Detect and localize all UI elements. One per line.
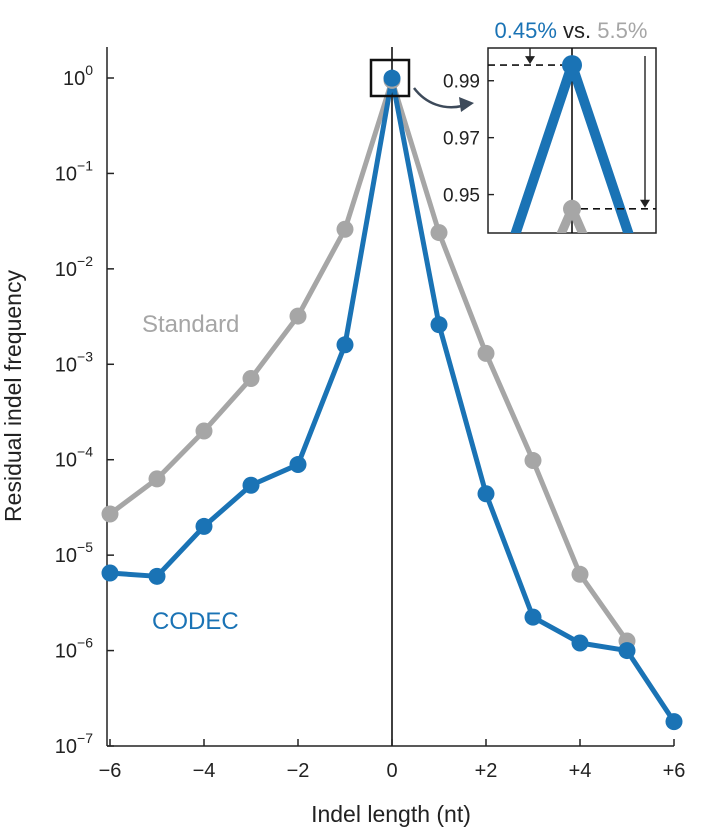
y-tick-label: 10−3 xyxy=(55,348,93,376)
x-tick-label: −6 xyxy=(99,760,122,782)
x-tick-label: −2 xyxy=(287,760,310,782)
point-codec xyxy=(242,476,260,494)
inset-title-codec: 0.45% xyxy=(495,18,557,43)
y-tick-label: 100 xyxy=(63,62,93,90)
point-standard xyxy=(571,565,589,583)
y-tick-label: 10−7 xyxy=(55,730,93,758)
point-standard xyxy=(477,344,495,362)
y-tick-label: 10−2 xyxy=(55,253,93,281)
zoom-box xyxy=(369,58,411,98)
point-standard xyxy=(148,470,166,488)
series-label-standard: Standard xyxy=(142,311,239,338)
inset-point-standard xyxy=(563,199,581,218)
inset-title-vs: vs. xyxy=(557,18,597,43)
point-codec xyxy=(571,634,589,652)
x-tick-label: +4 xyxy=(569,760,592,782)
y-tick-label: 10−1 xyxy=(55,157,93,185)
inset-standard-arrow-head xyxy=(640,199,650,208)
x-tick-label: −4 xyxy=(193,760,216,782)
series-line-standard xyxy=(108,77,630,643)
point-standard xyxy=(195,422,213,440)
x-tick-label: +6 xyxy=(663,760,686,782)
point-standard xyxy=(101,505,119,523)
inset-y-tick-label: 0.99 xyxy=(443,72,480,93)
point-standard xyxy=(289,307,307,325)
point-codec xyxy=(289,456,307,474)
x-tick-label: +2 xyxy=(475,760,498,782)
zoom-marker xyxy=(369,58,474,112)
x-axis-title: Indel length (nt) xyxy=(311,801,471,827)
point-codec xyxy=(618,642,636,660)
point-codec xyxy=(665,713,683,731)
point-codec xyxy=(477,485,495,503)
inset-content xyxy=(488,48,656,233)
inset-plot: 0.99 0.97 0.95 0.45% vs. 5.5% xyxy=(443,18,657,234)
point-standard xyxy=(242,369,260,387)
point-codec xyxy=(148,567,166,585)
series-label-codec: CODEC xyxy=(152,608,239,635)
inset-y-tick-label: 0.95 xyxy=(443,186,480,207)
x-tick-label: 0 xyxy=(386,760,397,782)
point-standard xyxy=(524,452,542,470)
main-plot: 100 10−1 10−2 10−3 10−4 10−5 10−6 10−7 −6 −4 −2 0 +2… xyxy=(0,47,685,827)
inset-title: 0.45% vs. 5.5% xyxy=(495,18,648,43)
point-codec xyxy=(101,564,119,582)
zoom-arrow xyxy=(413,87,463,109)
y-tick-label: 10−6 xyxy=(55,635,93,663)
point-codec xyxy=(383,69,401,87)
y-tick-label: 10−5 xyxy=(55,539,93,567)
inset-y-tick-label: 0.97 xyxy=(443,129,480,150)
point-codec xyxy=(524,608,542,626)
zoom-arrow-head xyxy=(459,97,474,112)
y-tick-label: 10−4 xyxy=(55,444,93,472)
point-standard xyxy=(430,224,448,242)
point-standard xyxy=(336,220,354,238)
inset-point-codec xyxy=(562,55,582,76)
y-axis-title: Residual indel frequency xyxy=(0,270,26,522)
point-codec xyxy=(430,316,448,334)
point-codec xyxy=(336,336,354,354)
point-codec xyxy=(195,517,213,535)
inset-title-standard: 5.5% xyxy=(597,18,647,43)
inset-codec-arrow-head xyxy=(525,56,535,65)
